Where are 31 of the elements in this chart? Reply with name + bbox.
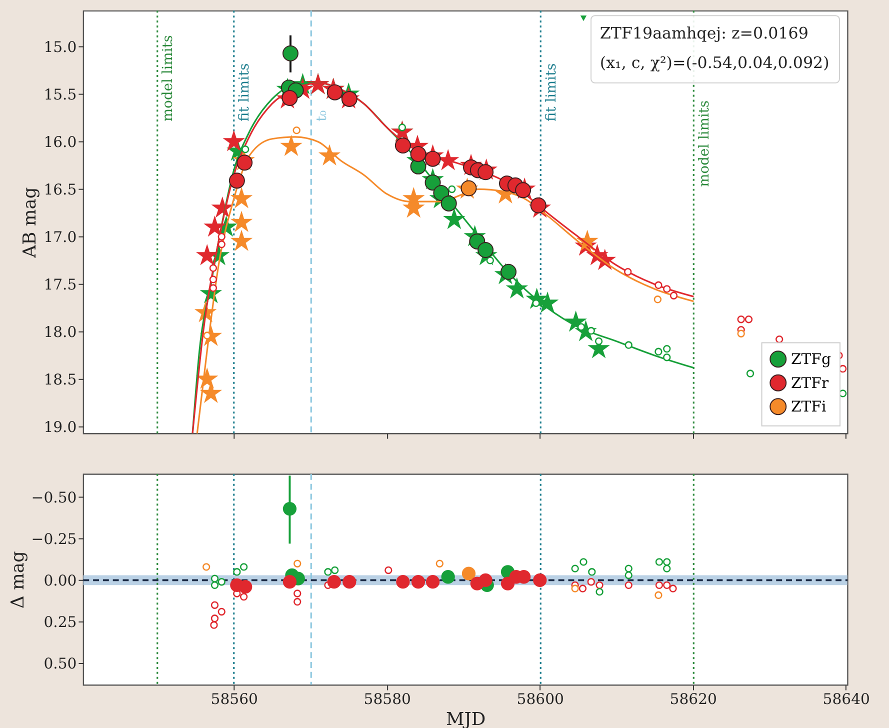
- y-tick-label: 15.5: [44, 86, 77, 104]
- y-tick-label: 19.0: [44, 419, 77, 436]
- y-tick-label: 17.0: [44, 229, 77, 246]
- x-tick-label: 58620: [670, 691, 717, 708]
- ref-line-label: t₀: [314, 110, 330, 122]
- y-axis-title: AB mag: [20, 187, 41, 259]
- y-tick-label: 18.5: [44, 372, 77, 389]
- legend-label: ZTFg: [790, 351, 832, 368]
- y-tick-label: 16.0: [44, 134, 77, 152]
- y-tick-label: −0.25: [31, 531, 77, 548]
- x-tick-label: 58600: [516, 691, 564, 708]
- y-tick-label: 18.0: [44, 324, 77, 342]
- y-tick-label: 0.25: [44, 614, 77, 632]
- x-tick-label: 58560: [210, 691, 258, 708]
- y-tick-label: 15.0: [44, 39, 77, 56]
- legend-label: ZTFr: [790, 374, 830, 392]
- y-tick-label: 16.5: [44, 182, 77, 199]
- ref-line-label: model limits: [160, 35, 176, 122]
- x-tick-label: 58640: [822, 691, 870, 708]
- y-tick-label: 0.50: [44, 656, 77, 673]
- x-tick-label: 58580: [364, 691, 411, 708]
- legend-label: ZTFi: [790, 398, 826, 416]
- y-tick-label: −0.50: [31, 490, 77, 507]
- ref-line-label: fit limits: [236, 63, 253, 122]
- annotation: ZTF19aamhqej: z=0.0169: [600, 23, 808, 42]
- y-tick-label: 0.00: [44, 572, 77, 590]
- ref-line-label: model limits: [696, 100, 712, 187]
- ref-line-label: fit limits: [543, 63, 560, 122]
- y-axis-title: Δ mag: [7, 551, 28, 609]
- annotation: (x₁, c, χ²)=(-0.54,0.04,0.092): [600, 53, 830, 72]
- y-tick-label: 17.5: [44, 276, 77, 294]
